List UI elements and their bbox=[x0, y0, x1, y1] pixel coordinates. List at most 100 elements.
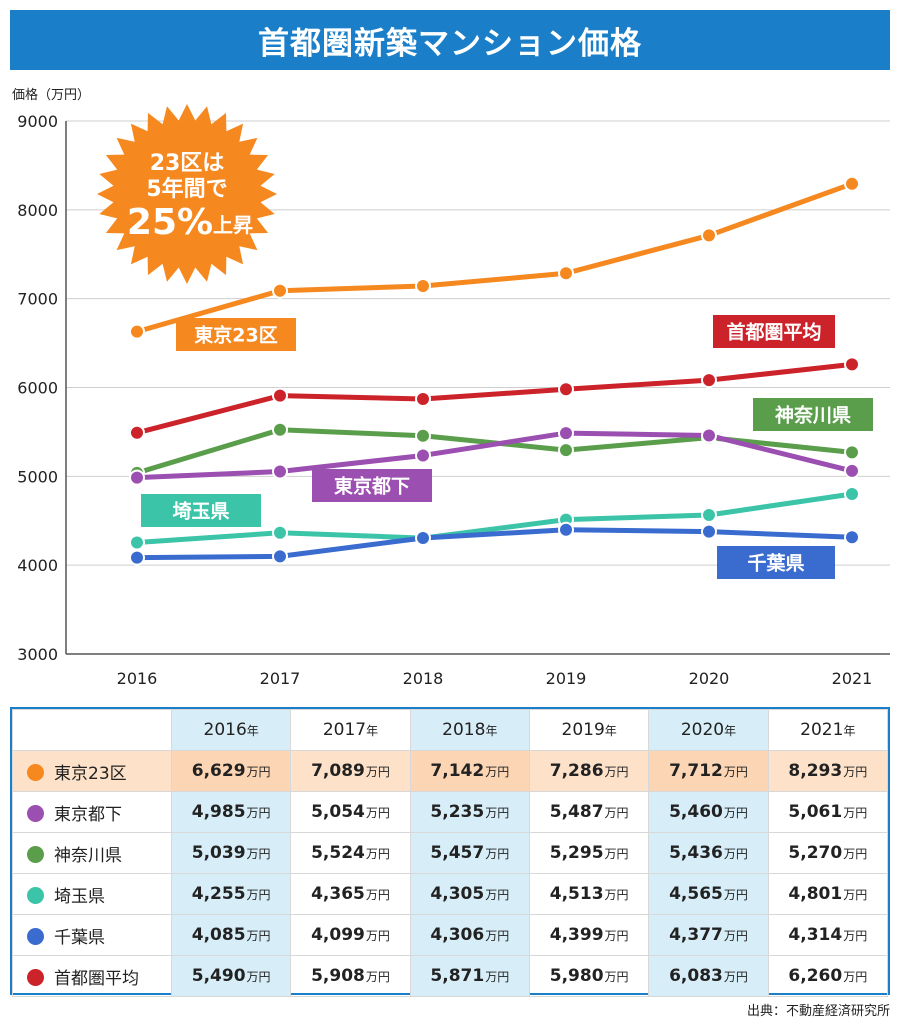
value-unit: 万円 bbox=[365, 970, 390, 984]
value-number: 4,377 bbox=[669, 925, 723, 945]
value-number: 6,083 bbox=[669, 966, 723, 986]
value-unit: 万円 bbox=[485, 806, 510, 820]
value-cell: 5,061万円 bbox=[767, 791, 889, 833]
value-unit: 万円 bbox=[485, 970, 510, 984]
value-cell: 4,085万円 bbox=[170, 914, 292, 956]
series-line-2 bbox=[136, 427, 853, 476]
series-3-point-3 bbox=[558, 425, 574, 442]
value-cell: 4,985万円 bbox=[170, 791, 292, 833]
table-header-2021: 2021年 bbox=[767, 709, 889, 751]
title-bar: 首都圏新築マンション価格 bbox=[10, 10, 890, 70]
value-number: 7,286 bbox=[549, 761, 604, 781]
y-tick-label-8000: 8000 bbox=[17, 201, 58, 220]
value-cell: 4,306万円 bbox=[409, 914, 530, 956]
value-unit: 万円 bbox=[246, 888, 271, 902]
value-unit: 万円 bbox=[246, 806, 271, 820]
table-corner-cell bbox=[12, 709, 172, 751]
value-number: 7,142 bbox=[430, 761, 485, 781]
value-number: 4,255 bbox=[191, 884, 246, 904]
series-line-1 bbox=[136, 361, 853, 436]
value-unit: 万円 bbox=[843, 970, 868, 984]
value-unit: 万円 bbox=[246, 929, 271, 943]
value-cell: 5,436万円 bbox=[648, 832, 769, 874]
starburst-badge bbox=[97, 104, 277, 284]
value-cell: 4,305万円 bbox=[409, 873, 530, 915]
y-tick-label-9000: 9000 bbox=[17, 112, 58, 131]
header-year-suffix: 年 bbox=[366, 724, 379, 738]
series-label-box-4 bbox=[141, 494, 261, 527]
value-number: 4,801 bbox=[788, 884, 843, 904]
value-unit: 万円 bbox=[843, 929, 868, 943]
series-line-5 bbox=[136, 527, 853, 561]
series-3-point-4 bbox=[701, 427, 717, 444]
series-label-3: 東京都下 bbox=[334, 475, 410, 498]
value-cell: 5,295万円 bbox=[528, 832, 650, 874]
row-name-cell: 埼玉県 bbox=[12, 873, 172, 915]
value-cell: 5,524万円 bbox=[290, 832, 411, 874]
value-cell: 5,054万円 bbox=[290, 791, 411, 833]
value-number: 4,399 bbox=[549, 925, 604, 945]
header-year: 2021 bbox=[800, 720, 844, 740]
value-unit: 万円 bbox=[723, 847, 748, 861]
series-1-point-0 bbox=[129, 424, 145, 441]
header-year: 2017 bbox=[322, 720, 367, 740]
value-unit: 万円 bbox=[365, 806, 390, 820]
series-3-point-5 bbox=[844, 462, 860, 479]
legend-dot-icon bbox=[27, 845, 44, 863]
annotation-percent: 25% bbox=[127, 202, 213, 243]
series-line-3 bbox=[136, 430, 853, 481]
series-4-point-0 bbox=[129, 534, 145, 551]
value-unit: 万円 bbox=[485, 847, 510, 861]
value-unit: 万円 bbox=[365, 765, 390, 779]
value-cell: 6,083万円 bbox=[648, 955, 769, 997]
row-name-cell: 首都圏平均 bbox=[12, 955, 172, 997]
row-label: 千葉県 bbox=[54, 927, 105, 948]
y-tick-label-3000: 3000 bbox=[17, 645, 58, 664]
value-number: 6,629 bbox=[191, 761, 246, 781]
header-year-suffix: 年 bbox=[604, 724, 617, 738]
value-unit: 万円 bbox=[604, 929, 629, 943]
value-cell: 5,039万円 bbox=[170, 832, 292, 874]
value-cell: 6,629万円 bbox=[170, 750, 292, 792]
value-unit: 万円 bbox=[604, 888, 629, 902]
table-header-2019: 2019年 bbox=[528, 709, 650, 751]
annotation-line2: 5年間で bbox=[146, 176, 227, 202]
series-0-point-3 bbox=[558, 265, 574, 282]
value-unit: 万円 bbox=[723, 929, 748, 943]
value-number: 8,293 bbox=[788, 761, 843, 781]
value-cell: 4,365万円 bbox=[290, 873, 411, 915]
x-tick-label-2020: 2020 bbox=[689, 669, 730, 688]
table-row: 東京23区 6,629万円 7,089万円 7,142万円 7,286万円 7,712万円… bbox=[12, 750, 889, 792]
value-cell: 7,712万円 bbox=[648, 750, 769, 792]
series-0-point-0 bbox=[129, 323, 145, 340]
value-unit: 万円 bbox=[604, 765, 629, 779]
value-number: 5,524 bbox=[311, 843, 365, 863]
row-label: 東京23区 bbox=[54, 763, 127, 784]
series-0-point-2 bbox=[415, 278, 431, 295]
value-unit: 万円 bbox=[604, 806, 629, 820]
value-unit: 万円 bbox=[246, 970, 271, 984]
value-unit: 万円 bbox=[723, 888, 748, 902]
row-name-cell: 神奈川県 bbox=[12, 832, 172, 874]
header-year-suffix: 年 bbox=[485, 724, 498, 738]
row-name-cell: 東京都下 bbox=[12, 791, 172, 833]
series-4-point-5 bbox=[844, 486, 860, 503]
value-number: 5,908 bbox=[311, 966, 365, 986]
data-table: 2016年 2017年 2018年 2019年 2020年 2021年 東京23区 6,62… bbox=[12, 709, 889, 997]
value-number: 5,980 bbox=[549, 966, 604, 986]
y-axis-label: 価格（万円） bbox=[12, 87, 90, 103]
series-1-point-2 bbox=[415, 390, 431, 407]
value-cell: 6,260万円 bbox=[767, 955, 889, 997]
annotation-line1: 23区は bbox=[150, 151, 225, 176]
value-cell: 8,293万円 bbox=[767, 750, 889, 792]
annotation-suffix: 上昇 bbox=[213, 213, 253, 237]
series-label-1: 首都圏平均 bbox=[726, 321, 821, 344]
value-cell: 4,377万円 bbox=[648, 914, 769, 956]
value-number: 5,270 bbox=[788, 843, 843, 863]
value-number: 5,436 bbox=[669, 843, 723, 863]
value-unit: 万円 bbox=[365, 847, 390, 861]
value-number: 7,089 bbox=[311, 761, 365, 781]
series-2-point-1 bbox=[272, 421, 288, 438]
value-number: 5,487 bbox=[549, 802, 604, 822]
table-row: 埼玉県 4,255万円 4,365万円 4,305万円 4,513万円 4,565万円 4,… bbox=[12, 873, 889, 915]
